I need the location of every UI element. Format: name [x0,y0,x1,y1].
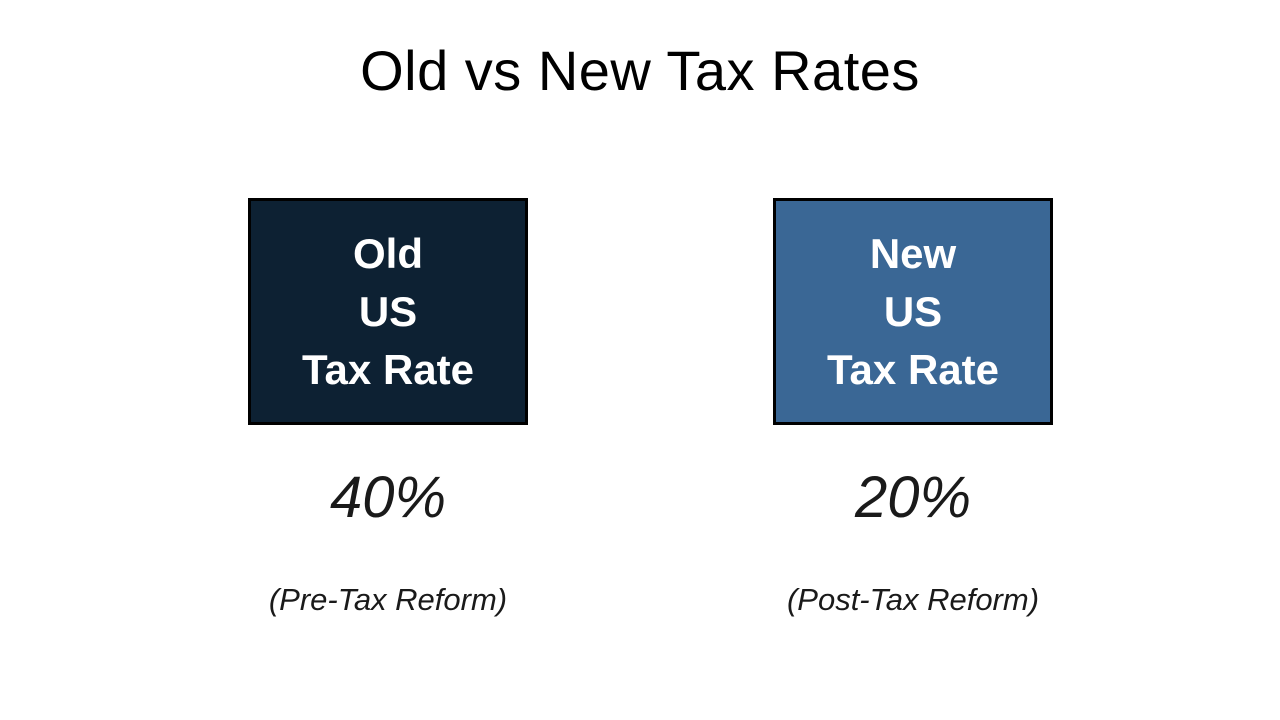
old-tax-column: Old US Tax Rate 40% (Pre-Tax Reform) [248,198,528,638]
new-tax-box-line-1: New [869,229,957,277]
old-tax-caption: (Pre-Tax Reform) [268,582,508,617]
old-tax-rate-value: 40% [329,465,447,530]
old-tax-box: Old US Tax Rate [248,198,528,425]
old-tax-box-line-3: Tax Rate [302,345,474,393]
new-tax-caption: (Post-Tax Reform) [786,582,1040,617]
old-tax-box-line-1: Old [353,229,423,277]
new-tax-box: New US Tax Rate [773,198,1053,425]
slide-title: Old vs New Tax Rates [360,39,920,102]
new-tax-column: New US Tax Rate 20% (Post-Tax Reform) [773,198,1053,638]
new-tax-rate-value: 20% [854,465,972,530]
old-tax-box-line-2: US [358,287,418,335]
new-tax-box-line-2: US [883,287,943,335]
new-tax-box-line-3: Tax Rate [827,345,999,393]
